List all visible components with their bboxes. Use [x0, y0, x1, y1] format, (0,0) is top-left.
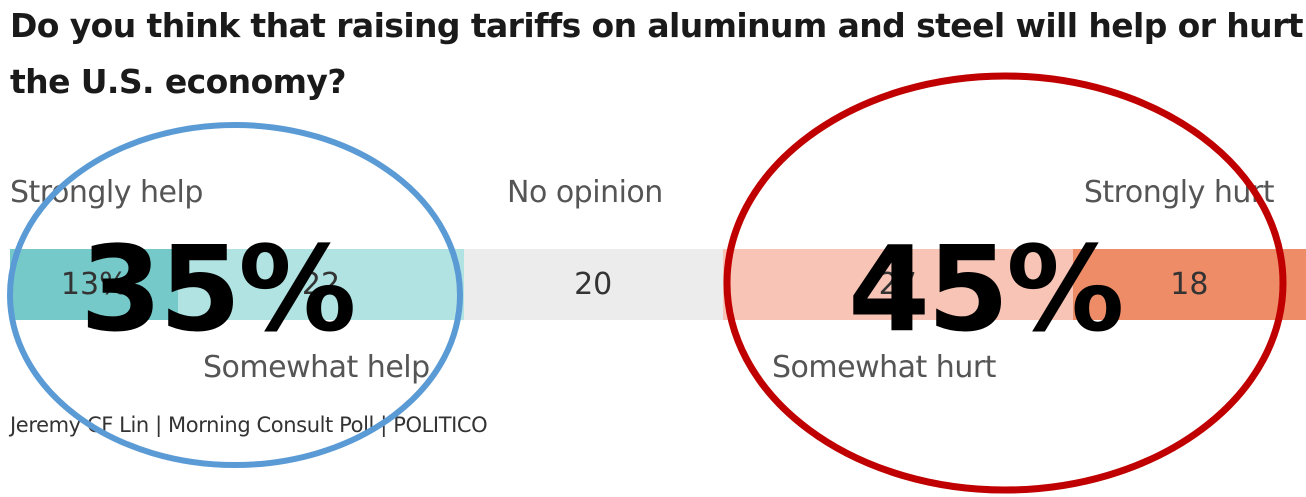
bar-value-no-opinion: 20	[574, 267, 613, 302]
chart-title-line-2: the U.S. economy?	[10, 62, 346, 101]
bar-value-strongly-hurt: 18	[1170, 267, 1209, 302]
bar-value-somewhat-hurt: 27	[878, 267, 917, 302]
category-label-no-opinion: No opinion	[507, 175, 663, 210]
hurt-total-label: 45%	[848, 220, 1124, 358]
help-highlight-ring	[7, 122, 463, 468]
bar-segment-somewhat-hurt	[722, 249, 1073, 320]
category-label-somewhat-hurt: Somewhat hurt	[772, 350, 996, 385]
chart-title-line-1: Do you think that raising tariffs on alu…	[10, 6, 1304, 45]
hurt-highlight-ring	[723, 72, 1287, 494]
bar-segment-strongly-hurt	[1072, 249, 1306, 320]
bar-segment-no-opinion	[463, 249, 723, 320]
category-label-somewhat-help: Somewhat help	[203, 350, 430, 385]
bar-value-somewhat-help: 22	[301, 267, 341, 302]
help-total-label: 35%	[80, 220, 356, 358]
bar-segment-strongly-help	[10, 249, 179, 320]
bar-segment-somewhat-help	[178, 249, 464, 320]
bar-value-strongly-help: 13%	[60, 267, 128, 302]
